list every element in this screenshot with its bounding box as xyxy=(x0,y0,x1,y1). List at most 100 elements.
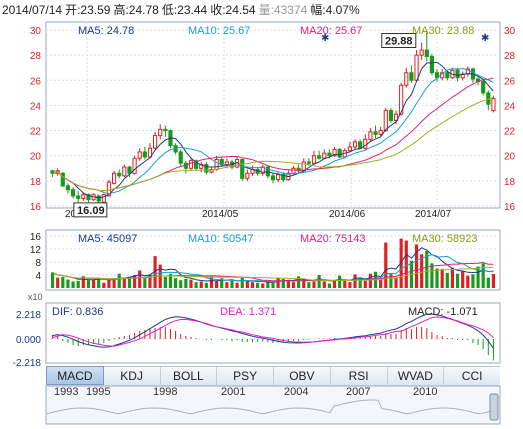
volume-bar xyxy=(153,256,157,288)
volume-bar xyxy=(327,283,331,288)
quote-low: 低:23.44 xyxy=(161,3,208,17)
year-label: 1998 xyxy=(153,386,178,398)
candle-body xyxy=(306,161,311,164)
month-label: 2014/07 xyxy=(415,209,452,220)
volume-bar xyxy=(358,277,362,288)
quote-high: 高:24.78 xyxy=(113,3,159,17)
volume-bar xyxy=(420,254,424,288)
event-star-icon: ✱ xyxy=(321,33,329,44)
volume-bar xyxy=(440,269,444,288)
price-tick-right: 28 xyxy=(504,51,516,62)
volume-panel xyxy=(45,229,501,291)
volume-bar xyxy=(394,277,398,288)
price-tick-left: 16 xyxy=(30,202,42,213)
volume-bar xyxy=(491,274,496,288)
volume-bar xyxy=(61,276,65,288)
tab-psy[interactable]: PSY xyxy=(217,367,274,385)
volume-bar xyxy=(261,283,265,288)
volume-ma20-legend: MA20: 75143 xyxy=(300,233,366,245)
volume-bar xyxy=(138,270,142,288)
price-tick-right: 16 xyxy=(504,202,516,213)
tab-cci[interactable]: CCI xyxy=(461,369,483,383)
volume-bar xyxy=(481,263,485,288)
candle-body xyxy=(491,98,496,112)
volume-bar xyxy=(66,279,70,288)
price-tick-left: 22 xyxy=(30,127,42,138)
volume-bar xyxy=(117,273,121,288)
tab-macd[interactable]: MACD xyxy=(46,366,104,385)
tab-wvad[interactable]: WVAD xyxy=(388,367,445,385)
year-label: 2004 xyxy=(284,386,309,398)
candle-body xyxy=(332,148,337,157)
candle-body xyxy=(358,141,363,149)
candle-body xyxy=(81,194,86,199)
volume-bar xyxy=(332,280,337,288)
volume-tick: 8 xyxy=(35,258,41,269)
candle-body xyxy=(111,172,117,184)
candle-body xyxy=(214,158,219,171)
tab-obv[interactable]: OBV xyxy=(274,367,331,385)
tab-rsi[interactable]: RSI xyxy=(331,367,388,385)
volume-bar xyxy=(271,282,275,288)
volume-bar xyxy=(97,278,101,288)
candle-body xyxy=(352,141,358,148)
volume-bar xyxy=(281,278,285,288)
candle-body xyxy=(393,113,399,122)
tab-kdj[interactable]: KDJ xyxy=(104,367,161,385)
candle-body xyxy=(76,195,81,199)
volume-bar xyxy=(317,275,321,288)
volume-bar xyxy=(466,275,470,288)
price-tick-left: 30 xyxy=(30,26,42,37)
volume-bar xyxy=(471,274,475,288)
volume-bar xyxy=(384,242,388,288)
volume-bar xyxy=(204,282,208,288)
tab-boll[interactable]: BOLL xyxy=(161,367,218,385)
candle-body xyxy=(424,49,429,57)
candle-body xyxy=(373,131,378,135)
volume-bar xyxy=(189,279,193,288)
volume-bar xyxy=(297,276,301,288)
year-label: 1995 xyxy=(86,386,111,398)
volume-bar xyxy=(256,282,260,288)
volume-bar xyxy=(450,267,455,288)
price-tick-right: 30 xyxy=(504,26,516,37)
candle-body xyxy=(132,157,137,174)
candle-body xyxy=(137,151,142,159)
volume-bar xyxy=(312,281,316,288)
price-tick-right: 20 xyxy=(504,152,516,163)
volume-bar xyxy=(379,279,383,288)
high-marker-box xyxy=(381,33,417,49)
volume-ma30-line xyxy=(52,266,494,282)
volume-bar xyxy=(430,263,434,288)
price-tick-right: 22 xyxy=(504,127,516,138)
year-label: 1993 xyxy=(54,386,79,398)
price-ma10-legend: MA10: 25.67 xyxy=(188,25,251,37)
candle-body xyxy=(445,72,450,79)
volume-bar xyxy=(215,280,219,288)
candle-body xyxy=(276,174,281,181)
macd-panel xyxy=(45,302,501,364)
volume-bar xyxy=(266,280,270,288)
candle-body xyxy=(409,72,414,81)
year-label: 2010 xyxy=(413,386,438,398)
candle-body xyxy=(481,81,486,94)
candle-body xyxy=(337,148,342,158)
candle-body xyxy=(86,194,91,201)
volume-bar xyxy=(338,275,342,288)
candle-body xyxy=(194,160,199,169)
candle-body xyxy=(96,195,101,202)
volume-bar xyxy=(168,273,173,288)
volume-bar xyxy=(399,238,403,288)
volume-bar xyxy=(220,278,224,288)
price-tick-left: 28 xyxy=(30,51,42,62)
candle-body xyxy=(127,166,132,174)
candle-body xyxy=(240,158,245,179)
candle-body xyxy=(414,54,419,81)
candle-body xyxy=(311,155,317,164)
volume-bar xyxy=(127,276,132,288)
timeline-panel xyxy=(45,385,501,425)
timeline-range-handle xyxy=(489,393,499,421)
volume-bar xyxy=(302,279,306,288)
candle-body xyxy=(153,135,158,149)
